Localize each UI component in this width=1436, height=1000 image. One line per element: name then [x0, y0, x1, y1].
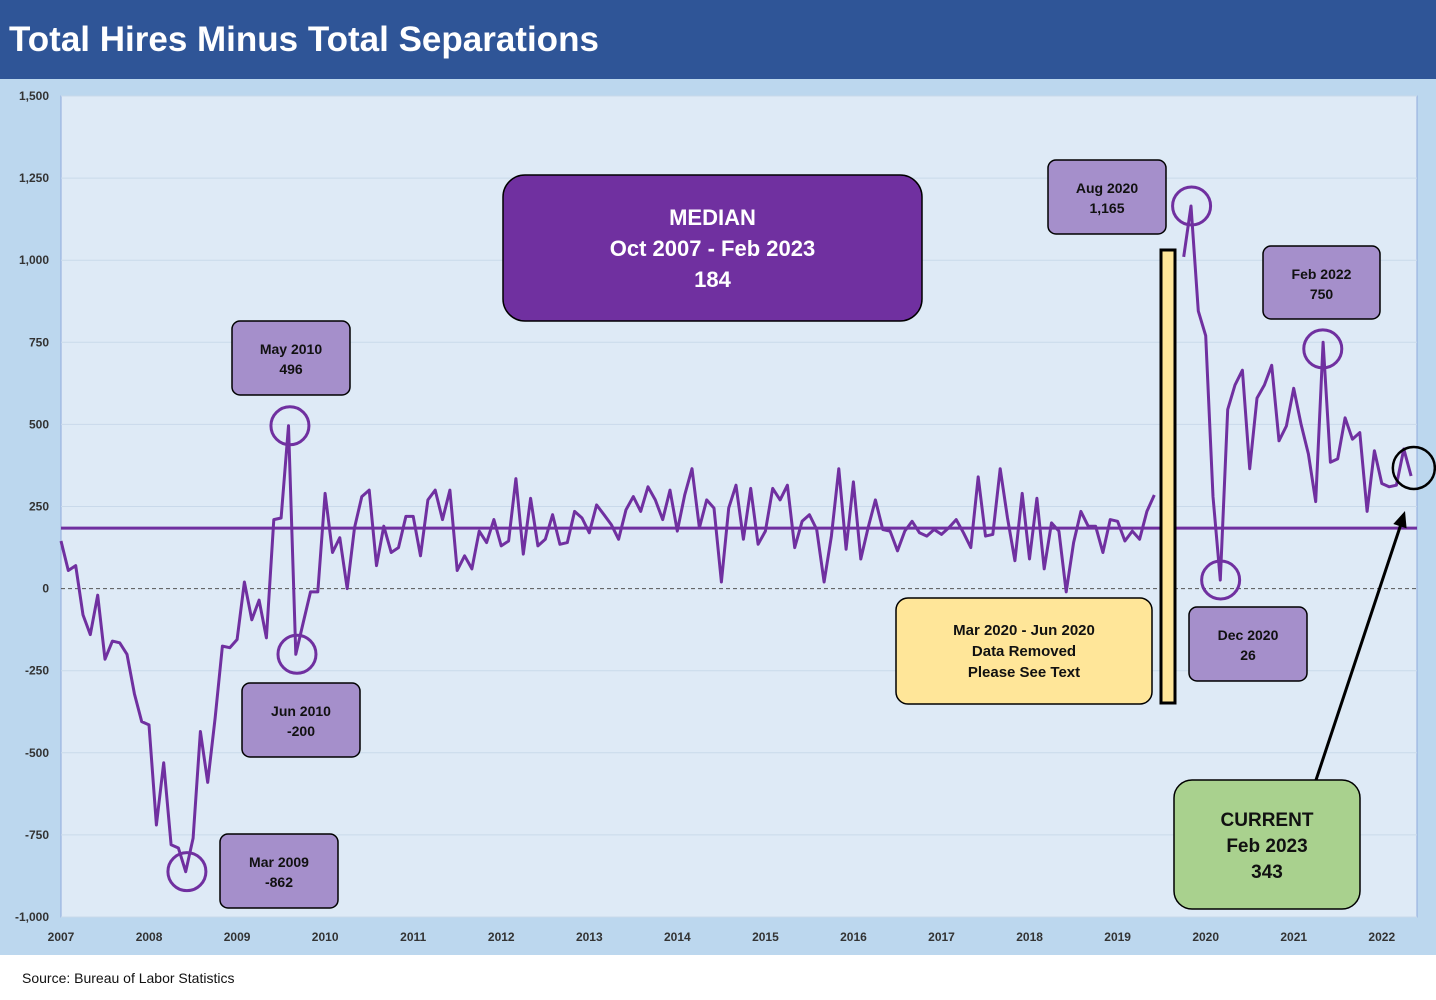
- x-tick-label: 2020: [1192, 930, 1219, 944]
- y-tick-label: 500: [29, 417, 49, 431]
- x-tick-label: 2018: [1016, 930, 1043, 944]
- callout-label: 26: [1240, 647, 1256, 663]
- y-tick-label: 250: [29, 500, 49, 514]
- current-box: [1173, 779, 1361, 910]
- current-arrow-head: [1393, 511, 1407, 529]
- current-arrow: [1314, 520, 1404, 781]
- highlight-circle: [1302, 328, 1344, 370]
- callout-label: 750: [1310, 286, 1334, 302]
- callout-label: Dec 2020: [1218, 627, 1279, 643]
- current-box-label: 343: [1251, 862, 1283, 883]
- highlight-circle: [276, 633, 318, 675]
- current-box-label: Feb 2023: [1226, 836, 1307, 857]
- callout-label: Aug 2020: [1076, 180, 1138, 196]
- x-tick-label: 2021: [1280, 930, 1307, 944]
- y-tick-label: -750: [25, 828, 49, 842]
- highlight-circle: [166, 851, 208, 893]
- y-tick-label: 1,250: [19, 171, 49, 185]
- x-tick-label: 2014: [664, 930, 691, 944]
- x-tick-label: 2013: [576, 930, 603, 944]
- median-box: [502, 174, 923, 322]
- series-line: [1182, 204, 1413, 582]
- x-tick-label: 2017: [928, 930, 955, 944]
- y-tick-label: -1,000: [15, 910, 49, 924]
- callout-label: Jun 2010: [271, 703, 331, 719]
- callout-box: [1262, 245, 1381, 320]
- data-removed-label: Data Removed: [972, 643, 1076, 660]
- x-tick-label: 2010: [312, 930, 339, 944]
- x-tick-label: 2012: [488, 930, 515, 944]
- callout-box: [1047, 159, 1167, 235]
- data-removed-box: [895, 597, 1153, 705]
- current-circle: [1391, 445, 1436, 491]
- callout-label: Feb 2022: [1292, 266, 1352, 282]
- callout-box: [1188, 606, 1308, 682]
- callout-label: 1,165: [1089, 200, 1124, 216]
- median-box-label: 184: [694, 267, 731, 292]
- highlight-circle: [269, 405, 311, 447]
- callout-label: Mar 2009: [249, 854, 309, 870]
- current-box-label: CURRENT: [1221, 810, 1314, 831]
- highlight-circle: [1200, 559, 1242, 601]
- chart-area: -1,000 -750 -500 -250 0 250 500 750 1,000 1,250 1,…: [0, 79, 1436, 955]
- callout-label: -200: [287, 723, 315, 739]
- callout-box: [231, 320, 351, 396]
- callout-label: 496: [279, 361, 303, 377]
- line-chart: -1,000 -750 -500 -250 0 250 500 750 1,000 1,250 1,…: [15, 89, 1436, 944]
- x-tick-label: 2011: [400, 930, 426, 944]
- x-tick-label: 2016: [840, 930, 867, 944]
- series-line: [59, 424, 1156, 874]
- callout-box: [241, 682, 361, 758]
- x-tick-label: 2008: [136, 930, 163, 944]
- median-box-label: MEDIAN: [669, 205, 756, 230]
- data-removed-label: Mar 2020 - Jun 2020: [953, 622, 1095, 639]
- callout-label: May 2010: [260, 341, 322, 357]
- chart-title: Total Hires Minus Total Separations: [0, 0, 1436, 79]
- y-tick-label: 750: [29, 335, 49, 349]
- y-tick-label: 1,000: [19, 253, 49, 267]
- y-tick-label: 1,500: [19, 89, 49, 103]
- callout-label: -862: [265, 874, 293, 890]
- source-note: Source: Bureau of Labor Statistics: [22, 970, 235, 986]
- median-box-label: Oct 2007 - Feb 2023: [610, 236, 815, 261]
- highlight-circle: [1171, 185, 1213, 227]
- x-tick-label: 2022: [1368, 930, 1395, 944]
- y-tick-label: 0: [42, 582, 49, 596]
- x-tick-label: 2007: [48, 930, 75, 944]
- x-tick-label: 2009: [224, 930, 251, 944]
- x-tick-label: 2019: [1104, 930, 1131, 944]
- y-tick-label: -500: [25, 746, 49, 760]
- y-tick-label: -250: [25, 664, 49, 678]
- data-removed-label: Please See Text: [968, 664, 1080, 681]
- x-tick-label: 2015: [752, 930, 779, 944]
- callout-box: [219, 833, 339, 909]
- data-removed-bar: [1159, 248, 1177, 705]
